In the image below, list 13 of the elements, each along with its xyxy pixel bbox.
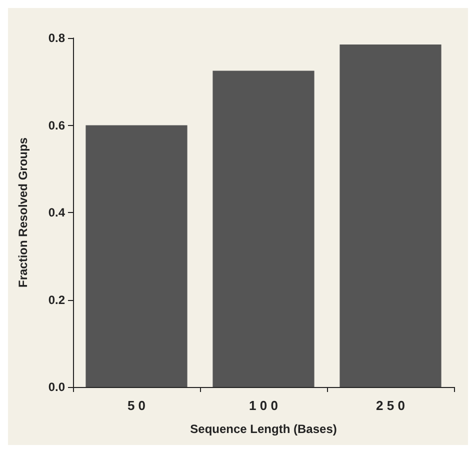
bar bbox=[340, 44, 442, 387]
x-tick-label: 2 5 0 bbox=[376, 398, 405, 413]
y-axis-title: Fraction Resolved Groups bbox=[16, 137, 30, 288]
y-tick-label: 0.0 bbox=[48, 380, 66, 394]
y-tick-label: 0.2 bbox=[48, 292, 66, 307]
y-tick-label: 0.8 bbox=[48, 31, 66, 45]
x-tick-label: 1 0 0 bbox=[249, 398, 278, 413]
bar bbox=[86, 125, 188, 387]
x-axis-title: Sequence Length (Bases) bbox=[190, 422, 337, 436]
bar bbox=[212, 70, 314, 387]
y-tick-label: 0.4 bbox=[48, 206, 66, 220]
y-tick-label: 0.6 bbox=[48, 118, 66, 132]
x-tick-label: 5 0 bbox=[127, 398, 146, 413]
